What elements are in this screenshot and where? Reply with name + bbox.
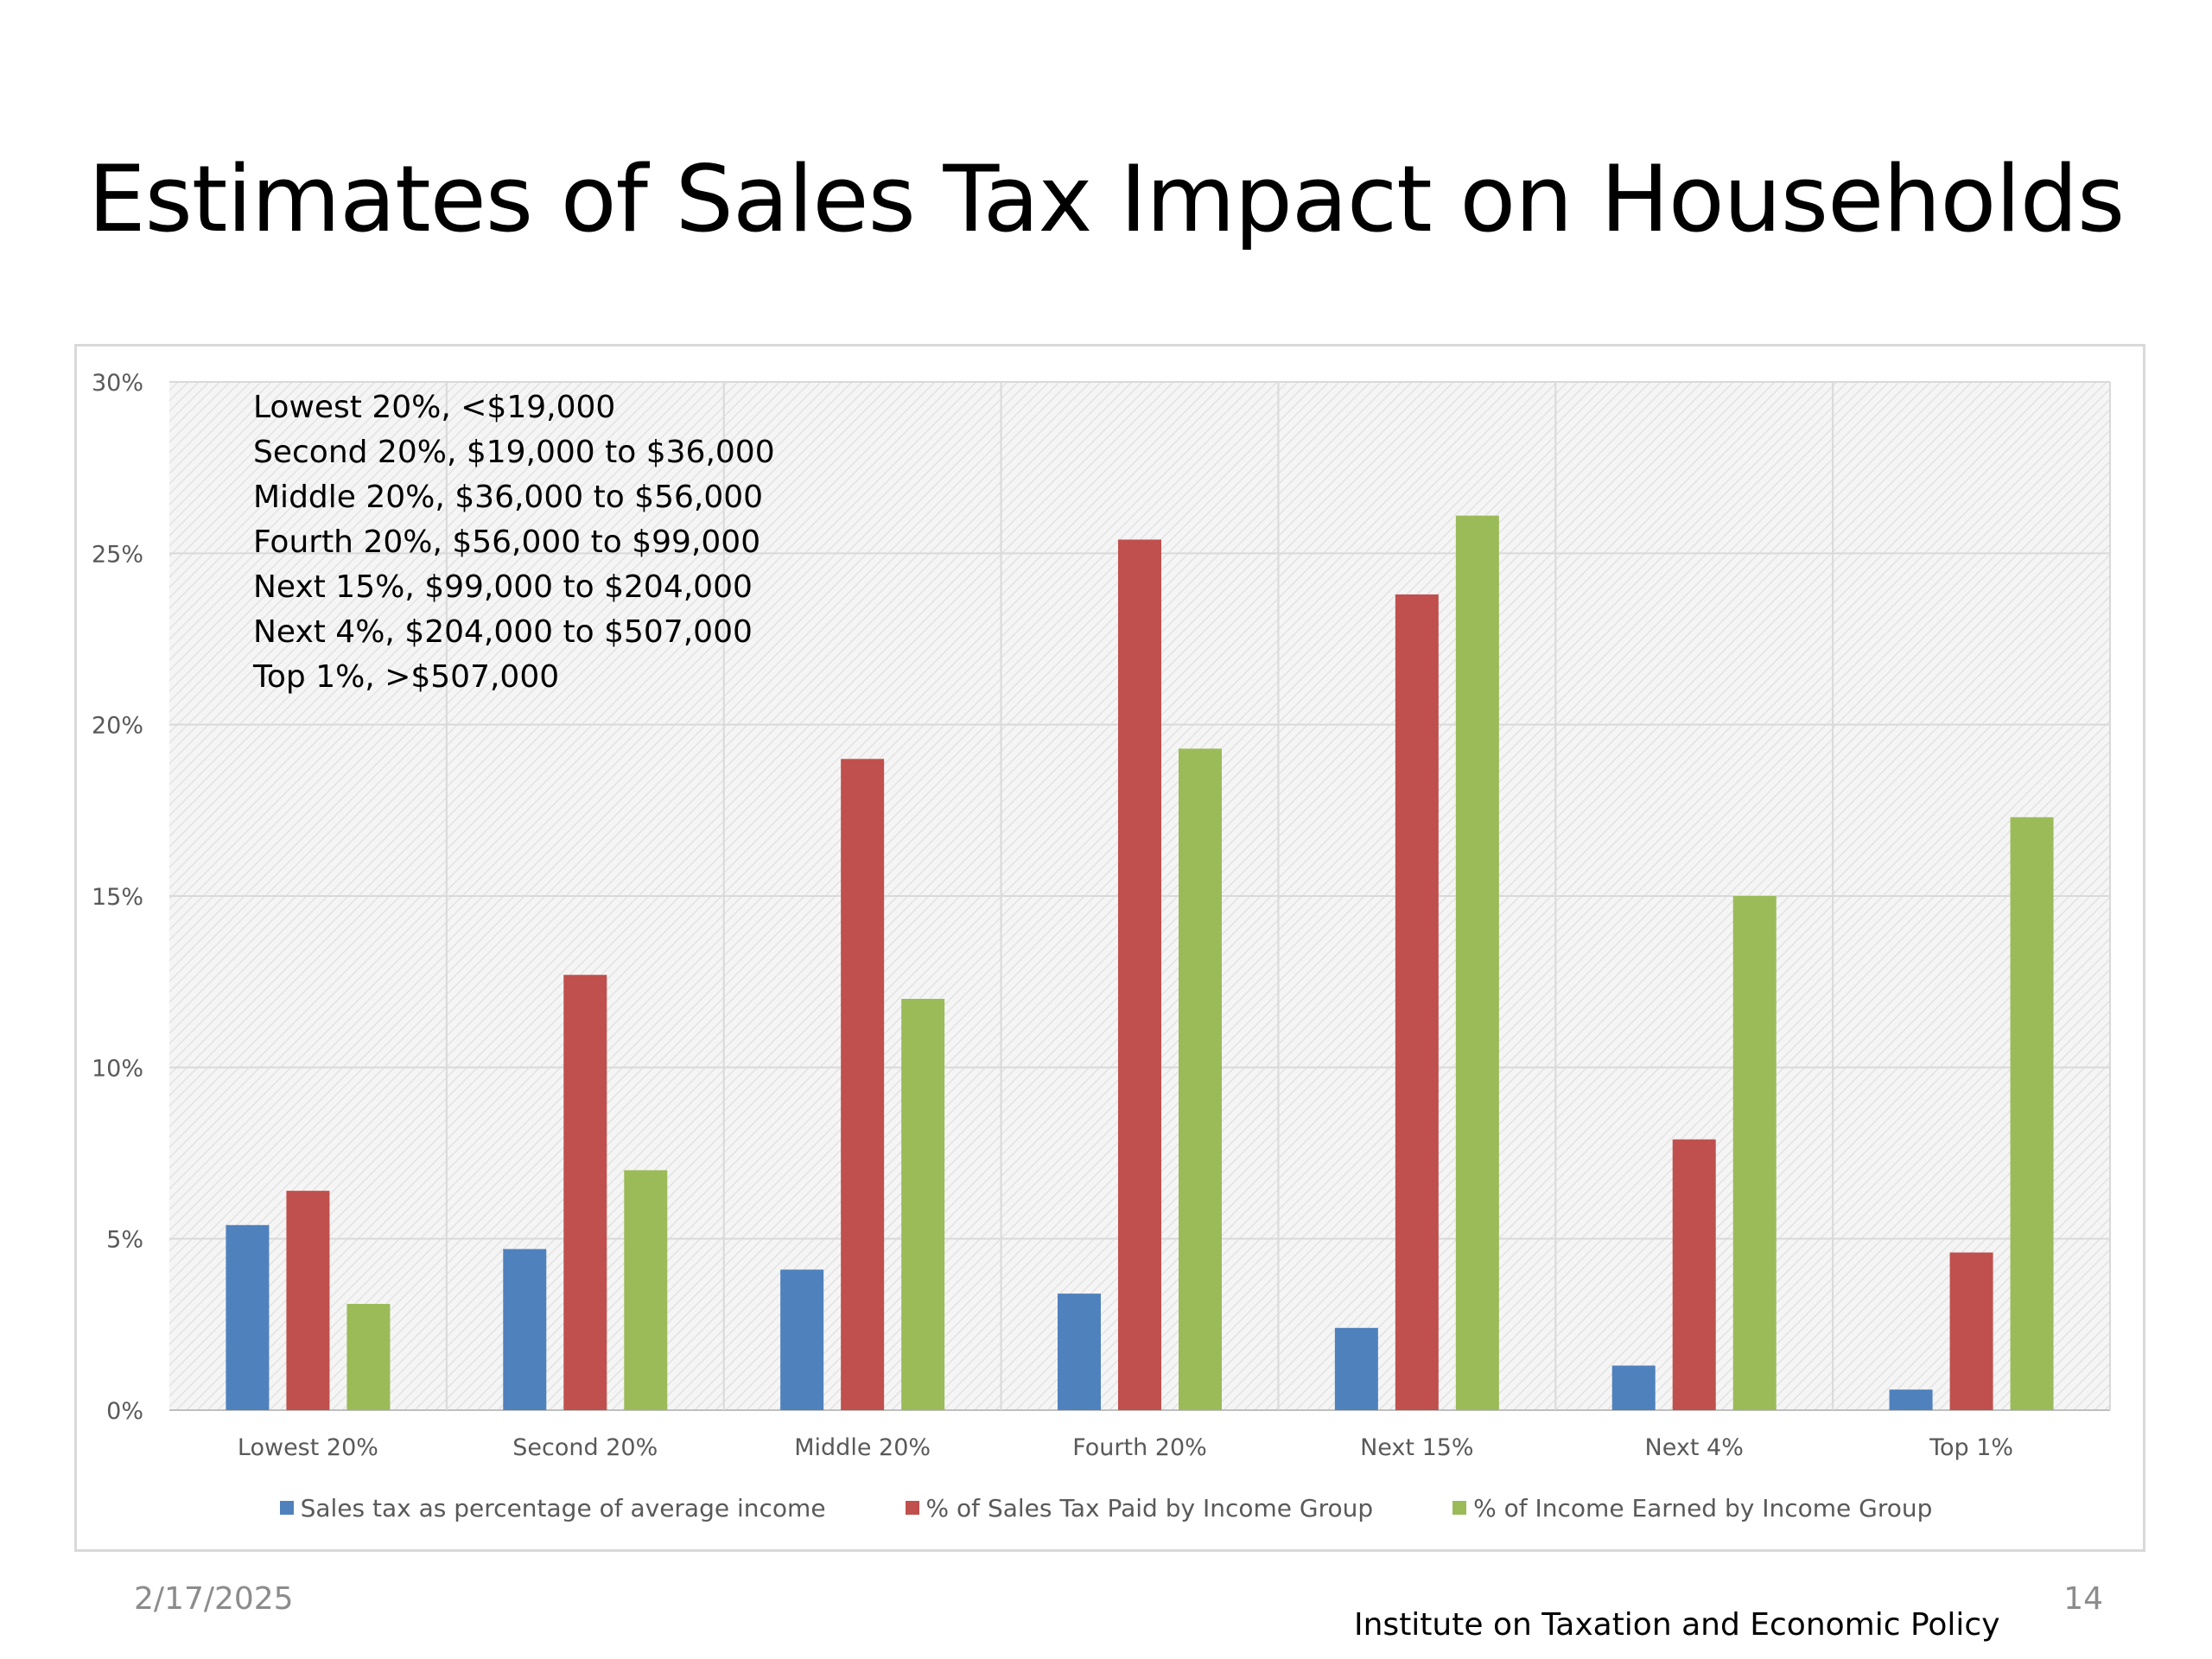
income-bracket-line: Second 20%, $19,000 to $36,000	[253, 435, 775, 470]
y-axis-tick-labels: 0% 5% 10% 15% 20% 25% 30%	[92, 370, 143, 1425]
x-tick-label: Next 15%	[1360, 1434, 1474, 1461]
bar	[503, 1249, 547, 1410]
bar	[286, 1191, 330, 1410]
legend-entry-sales-tax-paid: % of Sales Tax Paid by Income Group	[905, 1491, 1374, 1525]
bar	[226, 1224, 270, 1410]
legend-swatch	[905, 1501, 919, 1515]
bar	[2010, 817, 2054, 1410]
y-tick-label: 15%	[92, 884, 143, 911]
y-tick-label: 20%	[92, 713, 143, 740]
bars	[226, 515, 2054, 1411]
bar	[563, 975, 607, 1410]
income-bracket-line: Middle 20%, $36,000 to $56,000	[253, 480, 764, 515]
legend-entry-income-earned: % of Income Earned by Income Group	[1452, 1491, 1932, 1525]
x-tick-label: Second 20%	[512, 1434, 658, 1461]
income-bracket-line: Fourth 20%, $56,000 to $99,000	[253, 524, 761, 560]
slide-title: Estimates of Sales Tax Impact on Househo…	[87, 146, 2126, 252]
y-tick-label: 0%	[106, 1398, 143, 1425]
bar	[841, 759, 885, 1410]
footer-organization: Institute on Taxation and Economic Polic…	[1354, 1607, 2000, 1643]
bar	[1889, 1389, 1933, 1410]
y-tick-label: 5%	[106, 1227, 143, 1254]
income-bracket-line: Next 15%, $99,000 to $204,000	[253, 569, 753, 605]
x-tick-label: Middle 20%	[794, 1434, 931, 1461]
income-bracket-line: Lowest 20%, <$19,000	[253, 390, 616, 425]
bar	[1058, 1294, 1101, 1410]
bar	[1334, 1327, 1378, 1410]
income-bracket-line: Top 1%, >$507,000	[253, 659, 560, 695]
bar	[346, 1304, 391, 1410]
bar	[1949, 1252, 1993, 1410]
bar	[1118, 539, 1161, 1410]
footer-date: 2/17/2025	[134, 1581, 294, 1617]
bar	[624, 1170, 668, 1410]
bar	[901, 999, 945, 1410]
y-tick-label: 10%	[92, 1055, 143, 1082]
series-legend: Sales tax as percentage of average incom…	[0, 1491, 2212, 1525]
legend-label: % of Sales Tax Paid by Income Group	[925, 1493, 1374, 1522]
bar	[780, 1269, 824, 1410]
legend-label: % of Income Earned by Income Group	[1473, 1493, 1933, 1522]
footer-page-number: 14	[2063, 1581, 2103, 1617]
x-axis-tick-labels: Lowest 20% Second 20% Middle 20% Fourth 20%…	[238, 1434, 2013, 1461]
x-tick-label: Top 1%	[1929, 1434, 2013, 1461]
legend-swatch	[1452, 1501, 1467, 1515]
x-tick-label: Fourth 20%	[1072, 1434, 1207, 1461]
legend-label: Sales tax as percentage of average incom…	[300, 1493, 826, 1522]
bar	[1732, 896, 1777, 1410]
x-tick-label: Lowest 20%	[238, 1434, 378, 1461]
x-tick-label: Next 4%	[1645, 1434, 1744, 1461]
y-tick-label: 25%	[92, 541, 143, 568]
income-bracket-legend: Lowest 20%, <$19,000 Second 20%, $19,000…	[253, 385, 775, 700]
bar	[1179, 748, 1222, 1410]
y-tick-label: 30%	[92, 370, 143, 397]
bar	[1672, 1139, 1716, 1410]
bar	[1455, 515, 1499, 1411]
bar	[1611, 1365, 1656, 1410]
legend-swatch	[279, 1501, 294, 1515]
legend-entry-sales-tax-pct-income: Sales tax as percentage of average incom…	[279, 1491, 826, 1525]
income-bracket-line: Next 4%, $204,000 to $507,000	[253, 614, 753, 650]
bar	[1395, 594, 1439, 1410]
